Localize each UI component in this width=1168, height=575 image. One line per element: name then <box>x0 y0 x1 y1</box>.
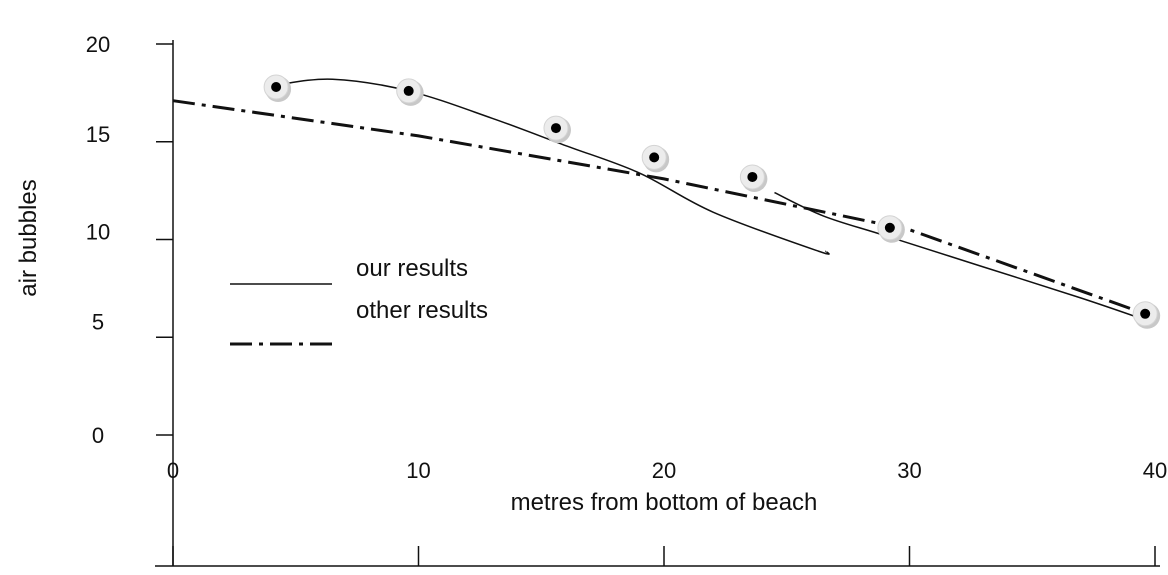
tick-marks <box>156 43 1156 566</box>
y-tick-label: 15 <box>86 122 110 147</box>
axes <box>155 40 1160 567</box>
data-point <box>1132 301 1161 329</box>
data-point-dot <box>271 82 282 93</box>
data-point <box>263 74 292 103</box>
x-tick-label: 20 <box>652 458 676 483</box>
y-tick-label: 5 <box>92 309 104 334</box>
data-point <box>396 78 424 106</box>
x-tick-label: 30 <box>897 458 921 483</box>
series-line-our-results <box>276 78 830 255</box>
legend-label-our-results: our results <box>356 255 468 282</box>
series-line-our-results <box>774 191 1151 323</box>
x-axis-title: metres from bottom of beach <box>511 489 818 516</box>
y-tick-label: 0 <box>92 423 104 448</box>
labels-layer: 0 5 10 15 20 0 10 20 30 40 metres from bottom of b… <box>15 32 1167 516</box>
data-point-dot <box>403 85 414 96</box>
data-point-dot <box>884 222 895 233</box>
data-point <box>543 115 571 144</box>
data-point-dot <box>550 123 561 134</box>
y-axis-title: air bubbles <box>15 179 42 296</box>
data-point <box>641 144 670 173</box>
data-point-dot <box>649 152 660 163</box>
data-point-dot <box>1140 308 1151 319</box>
x-tick-label: 0 <box>167 458 179 483</box>
x-tick-label: 40 <box>1143 458 1167 483</box>
data-point <box>877 215 905 243</box>
legend: our results other results <box>230 255 488 346</box>
series-line-other-results <box>172 99 1146 316</box>
y-tick-label: 10 <box>86 220 110 245</box>
series-layer <box>172 78 1151 323</box>
points-layer <box>263 74 1161 329</box>
legend-label-other-results: other results <box>356 297 488 324</box>
data-point-dot <box>747 171 758 182</box>
data-point <box>739 164 768 192</box>
x-tick-label: 10 <box>406 458 430 483</box>
y-tick-label: 20 <box>86 32 110 57</box>
